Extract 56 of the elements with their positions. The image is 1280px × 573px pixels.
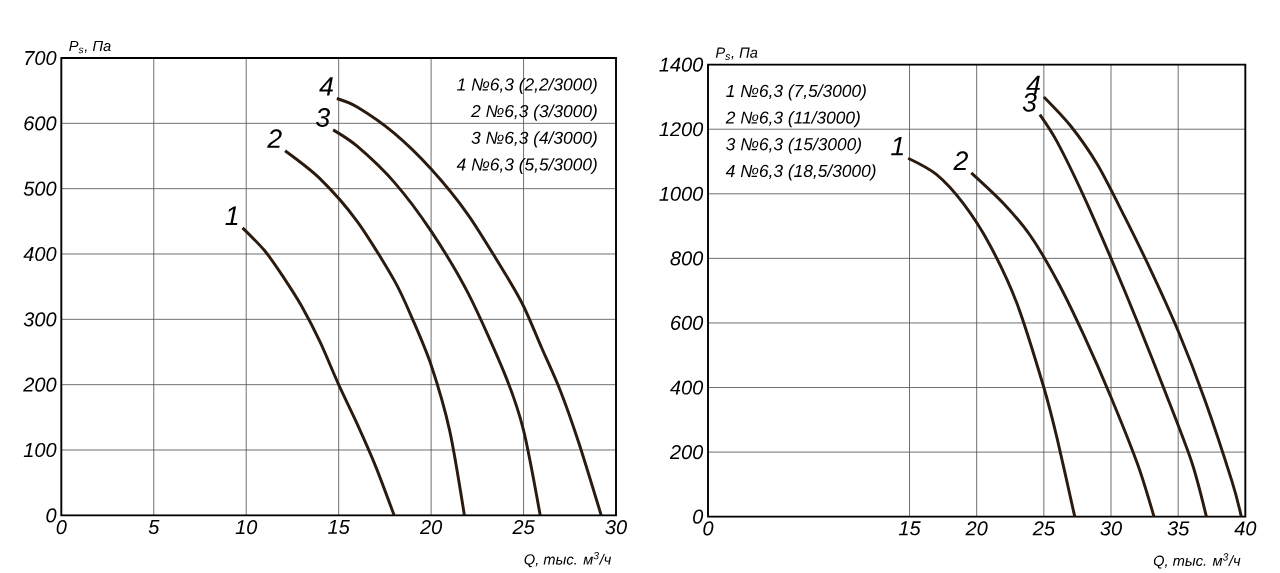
y-tick-label: 600 bbox=[671, 315, 704, 330]
y-axis-title: P$_{s}$, Па bbox=[715, 47, 758, 60]
annotation: 3 bbox=[1022, 92, 1037, 112]
annotation: 3 №6,3 (15/3000) bbox=[726, 137, 862, 154]
x-tick-label: 5 bbox=[148, 519, 160, 534]
x-axis-title: Q, тыс. м$^{3}$/ч bbox=[524, 551, 611, 568]
x-tick-label: 0 bbox=[56, 519, 67, 535]
line-series bbox=[1038, 113, 1208, 517]
annotation: 2 №6,3 (11/3000) bbox=[725, 110, 860, 127]
y-tick-label: 100 bbox=[23, 442, 57, 457]
annotation: 1 №6,3 (2,2/3000) bbox=[457, 77, 597, 94]
y-tick-label: 700 bbox=[25, 50, 57, 65]
x-tick-label: 20 bbox=[965, 521, 988, 536]
line-series bbox=[1042, 95, 1243, 517]
line-series bbox=[283, 149, 466, 516]
y-tick-label: 400 bbox=[23, 246, 57, 261]
y-tick-label: 1000 bbox=[659, 186, 704, 201]
y-tick-label: 0 bbox=[693, 509, 704, 524]
x-tick-label: 0 bbox=[703, 521, 714, 536]
annotation: 1 bbox=[225, 206, 238, 225]
y-tick-label: 400 bbox=[670, 380, 704, 395]
line-series bbox=[241, 226, 396, 516]
x-tick-label: 40 bbox=[1234, 521, 1257, 536]
y-tick-label: 1400 bbox=[659, 57, 704, 72]
y-tick-label: 200 bbox=[23, 377, 57, 392]
x-tick-label: 15 bbox=[328, 519, 350, 534]
y-axis-title: P$_{s}$, Па bbox=[69, 40, 111, 54]
y-tick-label: 800 bbox=[670, 251, 704, 266]
line-series bbox=[969, 171, 1156, 517]
x-axis-title: Q, тыс. м$^{3}$/ч bbox=[1153, 553, 1241, 569]
annotation: 4 bbox=[1026, 75, 1040, 94]
y-tick-label: 300 bbox=[23, 312, 57, 327]
annotation: 2 bbox=[953, 151, 968, 170]
y-tick-label: 200 bbox=[669, 444, 704, 459]
annotation: 3 bbox=[315, 107, 330, 127]
annotation: 4 №6,3 (5,5/3000) bbox=[456, 157, 597, 174]
annotation: 4 bbox=[319, 77, 333, 96]
annotation: 4 №6,3 (18,5/3000) bbox=[725, 164, 876, 181]
x-tick-label: 25 bbox=[1032, 521, 1056, 536]
x-tick-label: 35 bbox=[1167, 521, 1190, 536]
y-tick-label: 500 bbox=[23, 181, 57, 196]
annotation: 2 №6,3 (3/3000) bbox=[470, 104, 597, 121]
annotation: 3 №6,3 (4/3000) bbox=[471, 131, 597, 148]
x-tick-label: 30 bbox=[605, 519, 627, 535]
y-tick-label: 1200 bbox=[659, 121, 704, 137]
y-tick-label: 0 bbox=[46, 508, 57, 523]
y-tick-label: 600 bbox=[24, 116, 57, 131]
line-series bbox=[335, 96, 603, 516]
annotation: 2 bbox=[267, 129, 282, 148]
x-tick-label: 10 bbox=[235, 519, 258, 535]
x-tick-label: 20 bbox=[419, 519, 443, 535]
x-tick-label: 25 bbox=[512, 519, 535, 535]
annotation: 1 bbox=[891, 136, 903, 156]
x-tick-label: 15 bbox=[898, 521, 921, 536]
x-tick-label: 30 bbox=[1100, 521, 1122, 536]
annotation: 1 №6,3 (7,5/3000) bbox=[726, 84, 866, 101]
